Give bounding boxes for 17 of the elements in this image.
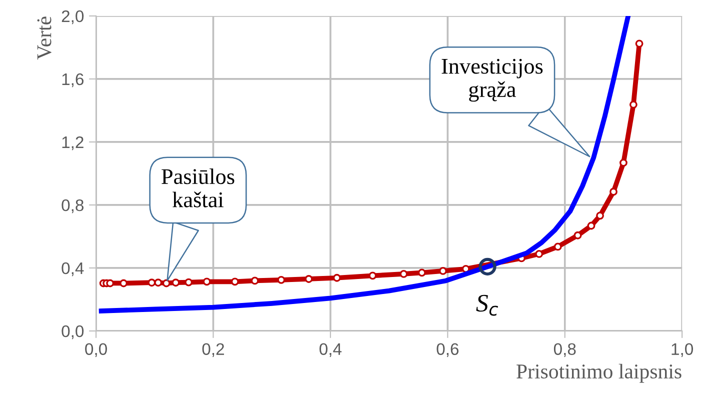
y-tick-label: 0,8 (62, 199, 84, 214)
x-tick-label: 1,0 (672, 343, 694, 357)
y-tick-label: 2,0 (62, 10, 84, 24)
y-tick-label: 1,6 (62, 73, 84, 88)
x-tick-label: 0,0 (85, 343, 107, 357)
y-tick-label: 0,0 (62, 325, 84, 340)
x-axis-title: Prisotinimo laipsnis (516, 364, 682, 383)
x-tick-label: 0,4 (320, 343, 342, 357)
y-tick-label: 1,2 (62, 136, 84, 150)
annotation: Investicijos grąža (442, 58, 543, 102)
annotation: S$_{c}$ (476, 294, 498, 316)
annotation: Pasiūlos kaštai (162, 168, 234, 208)
y-axis-title: Vertė (37, 16, 52, 60)
x-tick-label: 0,8 (554, 343, 576, 357)
y-tick-label: 0,4 (62, 262, 84, 276)
x-tick-label: 0,2 (202, 343, 224, 357)
x-tick-label: 0,6 (436, 343, 459, 357)
